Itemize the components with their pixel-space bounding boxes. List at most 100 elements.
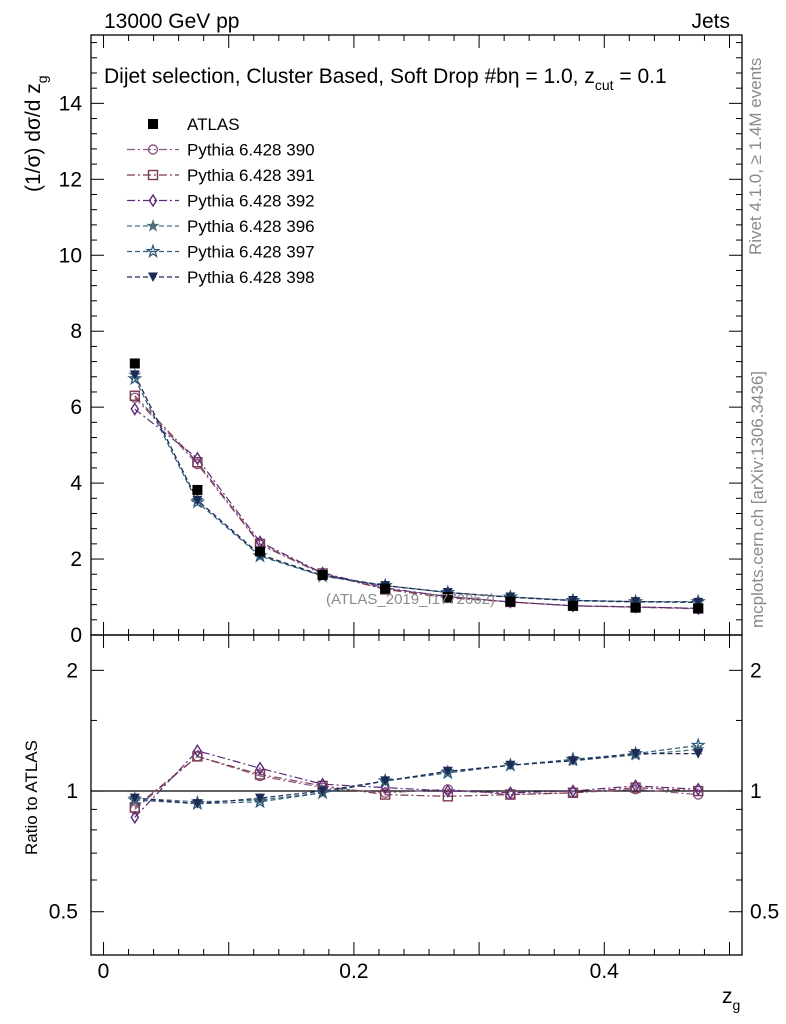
main-series-lines xyxy=(134,374,699,610)
main-y-tick-label: 4 xyxy=(70,472,82,495)
x-tick-label: 0 xyxy=(98,960,110,983)
ratio-series-markers xyxy=(127,737,706,825)
ratio-point-p398 xyxy=(442,766,453,777)
legend-label: Pythia 6.428 398 xyxy=(187,268,315,287)
main-y-tick-label: 12 xyxy=(59,168,82,191)
ratio-point-p398 xyxy=(192,799,203,809)
ratio-point-p391 xyxy=(442,791,453,802)
legend-marker-swatch xyxy=(148,119,158,129)
plot-title-main: Dijet selection, Cluster Based, Soft Dro… xyxy=(104,65,508,88)
legend-entry: ATLAS xyxy=(148,115,240,134)
legend-entry: Pythia 6.428 397 xyxy=(127,243,315,262)
main-y-tick-label: 6 xyxy=(70,396,82,419)
atlas-data-point xyxy=(505,596,516,607)
atlas-data-point xyxy=(693,603,704,614)
ratio-point-p398 xyxy=(630,749,641,759)
legend: ATLAS Pythia 6.428 390 Pythia 6.428 391 Pyt… xyxy=(127,115,315,287)
ratio-y-axis-label: Ratio to ATLAS xyxy=(22,740,41,855)
legend-label: Pythia 6.428 392 xyxy=(187,192,315,211)
atlas-data-point xyxy=(255,546,266,557)
main-point-p392 xyxy=(130,402,140,416)
main-point-p398 xyxy=(567,595,578,606)
legend-entry: Pythia 6.428 398 xyxy=(127,268,315,287)
ratio-point-p392 xyxy=(506,785,515,800)
ratio-point-p391 xyxy=(192,751,203,762)
ratio-point-p398 xyxy=(380,776,391,786)
x-axis-label: zg xyxy=(722,985,740,1013)
atlas-data-point xyxy=(630,602,641,613)
ratio-point-p391 xyxy=(254,769,266,780)
main-y-tick-label: 14 xyxy=(59,92,83,115)
legend-label: Pythia 6.428 390 xyxy=(187,141,315,160)
main-y-axis-label-subscript: g xyxy=(34,75,50,83)
ratio-plot-panel: 0.5 0.5 1 1 2 2 xyxy=(49,634,779,956)
legend-entry: Pythia 6.428 390 xyxy=(127,141,315,160)
legend-marker-swatch xyxy=(146,219,160,232)
header-left-label: 13000 GeV pp xyxy=(104,10,239,33)
ratio-point-p398 xyxy=(255,793,266,804)
ratio-point-p392 xyxy=(693,782,703,797)
ratio-point-p392 xyxy=(255,761,265,776)
ratio-line-p392 xyxy=(134,750,699,818)
ratio-point-p398 xyxy=(129,793,140,804)
plot-title-end: = 0.1 xyxy=(614,65,667,88)
legend-entry: Pythia 6.428 392 xyxy=(127,192,315,211)
ratio-point-p398 xyxy=(317,786,328,797)
main-y-axis-label: (1/σ) dσ/d zg xyxy=(22,75,50,192)
ratio-point-p398 xyxy=(567,756,578,766)
ratio-point-p392 xyxy=(380,780,390,795)
main-y-tick-label: 2 xyxy=(70,548,82,571)
ratio-point-p398 xyxy=(505,760,516,771)
atlas-data-point xyxy=(380,583,391,594)
rivet-version-label: Rivet 4.1.0, ≥ 1.4M events xyxy=(746,58,765,255)
main-y-tick-label: 0 xyxy=(70,624,82,647)
legend-entry: Pythia 6.428 391 xyxy=(127,166,315,185)
main-point-p391 xyxy=(192,457,203,468)
ratio-point-p397 xyxy=(690,737,706,752)
main-axis-ticks: 0 2 4 6 8 10 12 14 xyxy=(59,35,742,647)
ratio-y-tick-label-left: 2 xyxy=(66,659,78,682)
main-y-tick-label: 10 xyxy=(59,244,82,267)
ratio-y-tick-label-right: 2 xyxy=(750,659,762,682)
ratio-point-p392 xyxy=(631,779,640,793)
ratio-y-tick-label-left: 1 xyxy=(66,780,78,803)
ratio-y-tick-label-right: 1 xyxy=(750,780,762,803)
ratio-plot-frame xyxy=(90,634,743,956)
legend-marker-swatch xyxy=(148,193,158,208)
main-point-p398 xyxy=(129,370,140,380)
ratio-point-p392 xyxy=(443,784,453,798)
atlas-data-point xyxy=(192,484,203,495)
header-right-label: Jets xyxy=(691,10,730,33)
x-tick-labels: 0 0.2 0.4 xyxy=(98,960,620,983)
legend-label: Pythia 6.428 396 xyxy=(187,217,315,236)
legend-marker-swatch xyxy=(147,144,159,155)
legend-label: Pythia 6.428 391 xyxy=(187,166,315,185)
ratio-line-p390 xyxy=(134,755,699,810)
ratio-line-p397 xyxy=(134,744,699,805)
ratio-point-p391 xyxy=(380,789,391,800)
ratio-point-p392 xyxy=(130,810,140,825)
main-point-p398 xyxy=(192,495,203,506)
main-point-p391 xyxy=(129,390,141,401)
ratio-series-lines xyxy=(134,744,699,818)
x-axis-label-text: z xyxy=(722,985,733,1008)
ratio-y-tick-label-right: 0.5 xyxy=(750,901,779,924)
ratio-point-p398 xyxy=(693,749,704,759)
legend-marker-swatch xyxy=(145,243,161,258)
atlas-data-points xyxy=(129,358,704,614)
ratio-point-p392 xyxy=(193,743,202,758)
legend-label: Pythia 6.428 397 xyxy=(187,243,315,262)
atlas-data-point xyxy=(442,592,453,603)
ratio-line-p391 xyxy=(134,755,699,808)
ratio-y-tick-label-left: 0.5 xyxy=(49,901,78,924)
main-point-p398 xyxy=(693,597,704,608)
x-axis-label-subscript: g xyxy=(733,997,741,1013)
main-line-p398 xyxy=(134,374,699,603)
main-y-tick-label: 8 xyxy=(70,320,82,343)
legend-marker-swatch xyxy=(148,272,158,282)
ratio-line-p398 xyxy=(134,752,699,805)
main-y-axis-label-text: (1/σ) dσ/d z xyxy=(22,83,45,192)
ratio-point-p397 xyxy=(252,793,268,809)
main-line-p391 xyxy=(134,395,699,609)
